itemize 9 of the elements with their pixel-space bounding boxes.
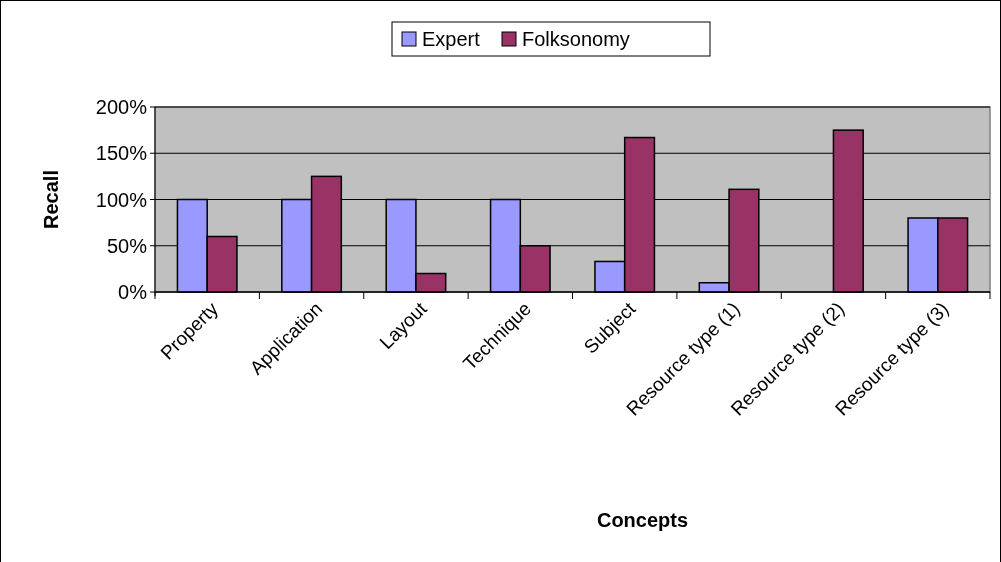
y-tick-label: 100% bbox=[95, 188, 148, 211]
legend-label: Folksonomy bbox=[522, 28, 630, 50]
x-axis-title: Concepts bbox=[596, 509, 689, 531]
y-tick-label: 0% bbox=[118, 281, 148, 303]
legend-label: Expert bbox=[422, 28, 481, 50]
y-tick-label: 50% bbox=[106, 234, 148, 257]
y-tick-label: 150% bbox=[95, 142, 148, 165]
y-tick-label: 200% bbox=[95, 96, 148, 118]
y-axis-title: Recall bbox=[40, 170, 62, 229]
